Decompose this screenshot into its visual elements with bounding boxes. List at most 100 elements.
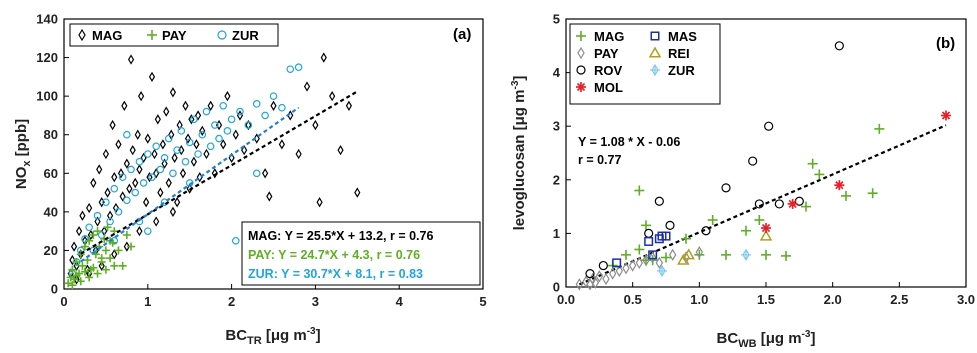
y-tick-label: 1	[553, 226, 560, 241]
data-point-zur	[81, 235, 89, 243]
data-point-mas	[612, 258, 622, 268]
data-point-rov	[834, 41, 844, 51]
x-tick-label: 2	[228, 294, 235, 309]
y-tick-label: 100	[36, 89, 58, 104]
data-point-pay	[80, 242, 89, 251]
data-point-pay	[68, 281, 77, 290]
data-point-mag	[814, 169, 825, 180]
equation-box-a: MAG: Y = 25.5*X + 13.2, r = 0.76 PAY: Y …	[241, 221, 481, 286]
data-point-mag	[69, 254, 76, 266]
data-point-rov	[654, 196, 664, 206]
data-point-pay	[89, 231, 98, 239]
data-point-mag	[151, 148, 158, 160]
data-point-rei	[759, 229, 773, 241]
data-point-mag	[188, 114, 195, 125]
legend-a: MAG PAY ZUR	[69, 23, 279, 47]
data-point-mag	[207, 100, 214, 111]
data-point-mag	[163, 106, 170, 117]
data-point-mag	[106, 210, 114, 221]
y-ticks-a: 0 20 40 60 80 100 120 140	[36, 12, 69, 297]
data-point-zur	[114, 208, 123, 216]
data-point-mag	[337, 144, 344, 156]
legend-label-rov: ROV	[594, 63, 623, 78]
equation-pay: PAY: Y = 24.7*X + 4.3, r = 0.76	[248, 248, 420, 262]
data-point-pay	[602, 272, 610, 286]
data-point-pay	[97, 254, 106, 263]
data-point-mol	[941, 110, 951, 121]
data-points-b	[575, 41, 951, 291]
data-point-zur	[123, 130, 131, 139]
data-point-pay	[64, 279, 73, 288]
data-point-zur	[219, 101, 228, 110]
data-point-pay	[78, 261, 87, 270]
data-point-zur	[185, 138, 194, 147]
data-point-pay	[642, 254, 650, 267]
legend-label-rei: REI	[668, 46, 690, 61]
legend-marker-zur	[217, 30, 227, 40]
data-point-mag	[121, 100, 128, 111]
x-axis-label-a: BCTR [μg m-3]	[225, 326, 320, 347]
data-point-zur	[223, 127, 232, 135]
data-point-mag	[136, 164, 143, 175]
data-point-mag	[146, 171, 153, 183]
data-point-pay	[635, 256, 644, 270]
x-tick-label: 0.5	[624, 292, 642, 307]
data-point-mag	[123, 241, 130, 252]
fit-line-mag	[80, 90, 358, 255]
data-point-zur	[657, 264, 667, 278]
data-point-pay	[76, 250, 85, 259]
data-point-mag	[232, 129, 239, 140]
data-point-pay	[80, 267, 89, 276]
legend-b: MAG MAS PAY REI ROV ZUR MOL	[569, 23, 721, 105]
data-point-mag	[312, 119, 319, 131]
data-point-rov	[754, 199, 764, 209]
equation-fit-b: Y = 1.08 * X - 0.06	[578, 135, 680, 149]
data-point-pay	[72, 271, 81, 280]
data-point-mag	[153, 216, 160, 227]
data-point-zur	[110, 184, 119, 193]
data-point-pay	[76, 277, 85, 286]
data-point-rov	[764, 121, 774, 131]
y-tick-label: 3	[553, 119, 560, 134]
y-tick-label: 40	[44, 204, 58, 219]
data-point-mag	[270, 100, 277, 111]
data-point-mag	[253, 133, 260, 144]
data-point-mag	[169, 87, 177, 98]
legend-marker-rov	[576, 65, 586, 75]
data-point-mag	[245, 119, 252, 131]
data-point-mag	[801, 201, 811, 212]
data-point-mag	[102, 148, 109, 160]
data-point-mag	[123, 158, 130, 169]
data-point-mag	[157, 187, 164, 198]
data-point-mag	[119, 191, 126, 202]
x-tick-label: 3.0	[957, 292, 975, 307]
data-point-mag	[168, 129, 175, 140]
x-tick-label: 0.0	[557, 292, 575, 307]
data-point-mag	[137, 90, 145, 102]
data-point-mag	[681, 233, 691, 244]
legend-marker-mag	[78, 28, 86, 42]
data-point-rov	[701, 226, 711, 236]
data-point-mag	[621, 249, 631, 260]
legend-label-zur: ZUR	[232, 28, 259, 43]
y-axis-label-a: NOx [ppb]	[13, 119, 33, 189]
data-point-pay	[114, 246, 123, 255]
data-point-mag	[109, 119, 116, 131]
data-point-zur	[202, 107, 211, 116]
data-point-mag	[90, 177, 97, 189]
data-point-mag	[867, 188, 878, 199]
data-point-pay	[695, 245, 704, 259]
data-point-zur	[131, 188, 140, 197]
data-point-mag	[73, 274, 80, 285]
legend-label-mas: MAS	[668, 29, 697, 44]
data-point-mag	[104, 187, 111, 198]
data-point-mag	[161, 158, 168, 169]
data-point-mag	[171, 152, 178, 164]
data-point-zur	[194, 150, 202, 158]
data-point-mag	[182, 100, 189, 111]
data-point-zur	[135, 157, 144, 166]
x-tick-label: 0	[60, 294, 67, 309]
data-point-pay	[608, 267, 617, 280]
data-point-zur	[144, 227, 152, 235]
